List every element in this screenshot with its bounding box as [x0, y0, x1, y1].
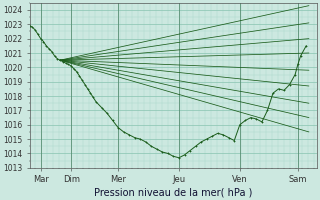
X-axis label: Pression niveau de la mer( hPa ): Pression niveau de la mer( hPa )	[94, 187, 252, 197]
